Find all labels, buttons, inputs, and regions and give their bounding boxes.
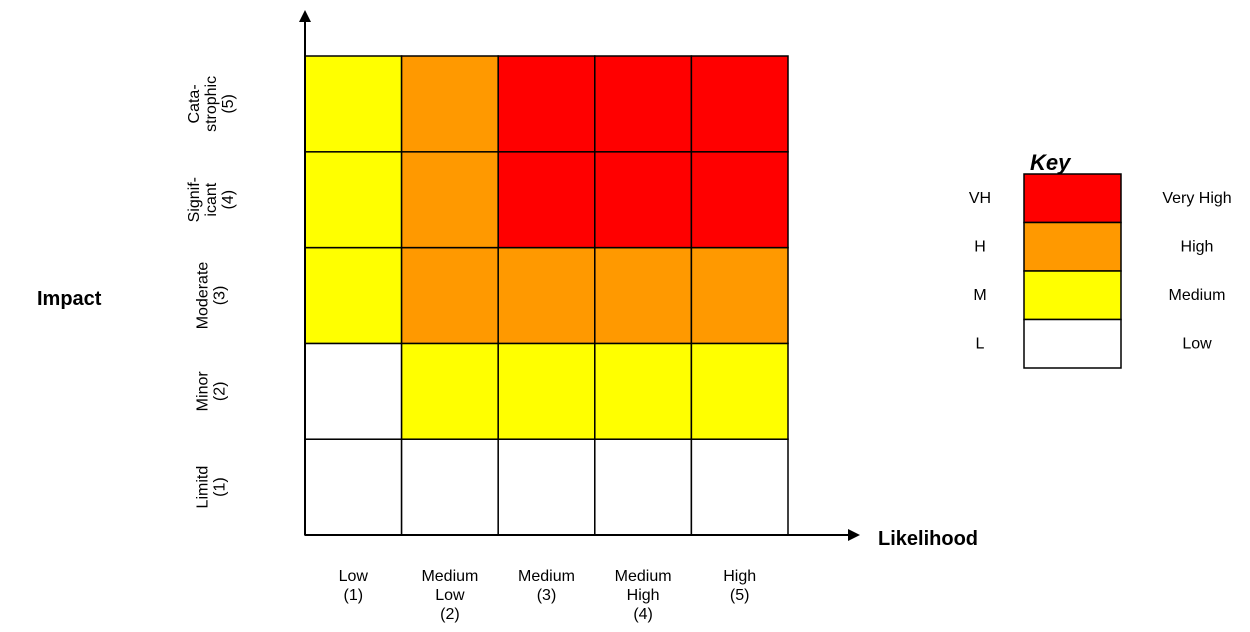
- svg-text:(5): (5): [220, 94, 237, 114]
- matrix-cell: [304, 55, 403, 153]
- matrix-cell: [690, 151, 789, 249]
- matrix-cell: [497, 55, 596, 153]
- matrix-cell: [594, 55, 693, 153]
- svg-text:Signif-: Signif-: [186, 177, 203, 222]
- matrix-cell: [594, 438, 693, 536]
- matrix-cell: [497, 246, 596, 345]
- x-tick-label: Medium (3): [518, 568, 575, 604]
- matrix-cell: [497, 151, 596, 249]
- matrix-cell: [304, 246, 403, 345]
- y-tick-label: Signif-icant (4): [186, 177, 237, 222]
- svg-text:Minor: Minor: [195, 371, 212, 412]
- matrix-cell: [690, 55, 789, 153]
- key-label: Very High: [1162, 190, 1231, 207]
- x-axis-title: Likelihood: [878, 528, 978, 550]
- y-tick-label: Minor (2): [195, 371, 229, 412]
- matrix-cell: [400, 438, 499, 536]
- svg-text:Limitd: Limitd: [195, 466, 212, 509]
- svg-text:Moderate: Moderate: [195, 262, 212, 330]
- matrix-cell: [497, 342, 596, 440]
- matrix-cell: [594, 151, 693, 249]
- key-entry: H High: [974, 221, 1214, 272]
- key-swatch: [1023, 270, 1122, 321]
- legend-key: Key VH Very High H High M Medium L Low: [969, 150, 1232, 369]
- key-entries: VH Very High H High M Medium L Low: [969, 173, 1232, 369]
- x-tick-label: High (5): [723, 568, 756, 604]
- key-entry: L Low: [976, 318, 1212, 369]
- matrix-cell: [690, 342, 789, 440]
- matrix-cell: [594, 342, 693, 440]
- key-code: VH: [969, 190, 991, 207]
- key-label: Medium: [1169, 287, 1226, 304]
- matrix-cell: [304, 151, 403, 249]
- matrix-cell: [400, 342, 499, 440]
- svg-text:strophic: strophic: [203, 76, 220, 132]
- y-tick-label: Cata-strophic (5): [186, 76, 237, 132]
- matrix-cell: [497, 438, 596, 536]
- x-tick-label: Medium Low (2): [421, 568, 478, 623]
- key-title: Key: [1030, 150, 1072, 175]
- x-tick-label: Medium High (4): [615, 568, 672, 623]
- key-swatch: [1023, 173, 1122, 224]
- svg-text:(3): (3): [212, 286, 229, 306]
- matrix-cell: [304, 342, 403, 440]
- matrix-cell: [400, 151, 499, 249]
- matrix-cell: [594, 246, 693, 345]
- svg-text:(4): (4): [220, 190, 237, 210]
- matrix-cell: [690, 246, 789, 345]
- svg-text:(2): (2): [212, 382, 229, 402]
- matrix-cell: [690, 438, 789, 536]
- key-swatch: [1023, 318, 1122, 369]
- svg-text:(1): (1): [212, 477, 229, 497]
- y-tick-label: Limitd (1): [195, 466, 229, 509]
- svg-text:icant: icant: [203, 182, 220, 216]
- y-tick-label: Moderate (3): [195, 262, 229, 330]
- x-axis-tick-labels: Low (1) Medium Low (2) Medium (3) Medium High (4)…: [339, 568, 757, 623]
- key-entry: M Medium: [973, 270, 1226, 321]
- matrix-cell: [400, 246, 499, 345]
- matrix-cells: [304, 55, 789, 536]
- svg-text:Cata-: Cata-: [186, 84, 203, 123]
- key-code: L: [976, 336, 985, 353]
- key-label: Low: [1182, 336, 1212, 353]
- key-label: High: [1181, 239, 1214, 256]
- key-entry: VH Very High: [969, 173, 1232, 224]
- x-tick-label: Low (1): [339, 568, 369, 604]
- y-axis-tick-labels: Limitd (1) Minor (2) Moderate (3) Signif-icant…: [186, 76, 237, 509]
- y-axis-title: Impact: [37, 288, 102, 310]
- key-code: M: [973, 287, 986, 304]
- matrix-cell: [304, 438, 403, 536]
- key-code: H: [974, 239, 986, 256]
- key-swatch: [1023, 221, 1122, 272]
- matrix-cell: [400, 55, 499, 153]
